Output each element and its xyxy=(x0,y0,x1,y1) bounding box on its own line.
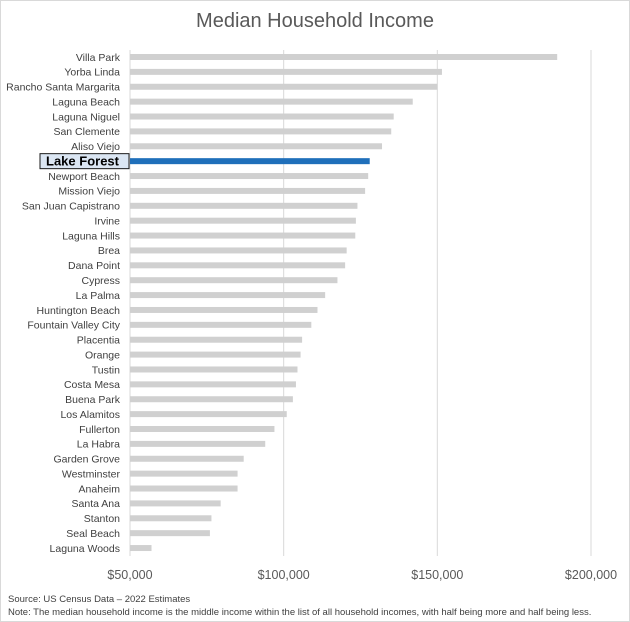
category-label: Brea xyxy=(98,245,120,257)
bar xyxy=(130,411,287,418)
category-label: Stanton xyxy=(84,513,120,525)
category-label: Fountain Valley City xyxy=(27,320,120,332)
bar xyxy=(130,500,221,507)
category-label: Yorba Linda xyxy=(64,67,120,79)
x-tick-label: $200,000 xyxy=(565,568,617,582)
category-label: Villa Park xyxy=(76,52,121,64)
category-label: Seal Beach xyxy=(66,528,120,540)
chart-title: Median Household Income xyxy=(196,10,434,32)
bar xyxy=(130,530,210,537)
bar xyxy=(130,515,212,522)
category-label: San Clemente xyxy=(53,126,120,138)
category-label: Westminster xyxy=(62,468,121,480)
bar xyxy=(130,247,347,254)
bar xyxy=(130,173,369,180)
bar xyxy=(130,187,366,194)
category-label: Buena Park xyxy=(65,394,121,406)
bar-highlight xyxy=(130,158,370,165)
category-label: Costa Mesa xyxy=(64,379,120,391)
category-label: Mission Viejo xyxy=(58,186,120,198)
bar xyxy=(130,98,413,105)
category-label-highlight: Lake Forest xyxy=(46,154,120,169)
bar xyxy=(130,485,238,492)
category-label: Newport Beach xyxy=(48,171,120,183)
bar xyxy=(130,321,312,328)
bar xyxy=(130,440,266,447)
bar xyxy=(130,68,442,75)
bar xyxy=(130,232,356,239)
bar xyxy=(130,470,238,477)
note-text: Note: The median household income is the… xyxy=(8,607,592,618)
category-label: Irvine xyxy=(94,215,120,227)
category-label: Laguna Woods xyxy=(50,543,120,555)
bar xyxy=(130,292,326,299)
category-label: Garden Grove xyxy=(53,454,120,466)
bar xyxy=(130,351,301,358)
category-label: Los Alamitos xyxy=(60,409,120,421)
category-label: Laguna Niguel xyxy=(52,111,120,123)
bar xyxy=(130,426,275,432)
bar xyxy=(130,366,298,373)
category-label: Rancho Santa Margarita xyxy=(6,82,120,94)
bar xyxy=(130,545,152,552)
bar xyxy=(130,455,244,462)
x-tick-label: $50,000 xyxy=(107,568,152,582)
x-tick-label: $150,000 xyxy=(411,568,463,582)
bar xyxy=(130,262,346,269)
bar xyxy=(130,336,303,343)
category-label: Fullerton xyxy=(79,424,120,436)
bar xyxy=(130,143,383,150)
category-label: San Juan Capistrano xyxy=(22,201,120,213)
bar xyxy=(130,202,358,209)
bar xyxy=(130,396,293,403)
category-label: Cypress xyxy=(81,275,120,287)
bar xyxy=(130,83,438,90)
category-label: Tustin xyxy=(92,364,120,376)
highlight-label-box xyxy=(39,153,130,170)
category-label: Laguna Hills xyxy=(62,230,120,242)
category-label: Huntington Beach xyxy=(37,305,121,317)
bar xyxy=(130,217,356,224)
category-label: Santa Ana xyxy=(72,498,121,510)
bar xyxy=(130,277,338,284)
category-label: La Habra xyxy=(77,439,120,451)
bar xyxy=(130,128,392,135)
category-label: Laguna Beach xyxy=(52,96,120,108)
bar xyxy=(130,54,558,60)
category-label: Aliso Viejo xyxy=(71,141,120,153)
category-label: Orange xyxy=(85,349,120,361)
category-label: La Palma xyxy=(76,290,121,302)
bar xyxy=(130,381,296,388)
category-label: Dana Point xyxy=(68,260,120,272)
bar xyxy=(130,306,318,313)
source-text: Source: US Census Data – 2022 Estimates xyxy=(8,594,191,605)
bar xyxy=(130,113,394,120)
category-label: Anaheim xyxy=(79,483,121,495)
x-tick-label: $100,000 xyxy=(258,568,310,582)
category-label: Placentia xyxy=(77,335,120,347)
